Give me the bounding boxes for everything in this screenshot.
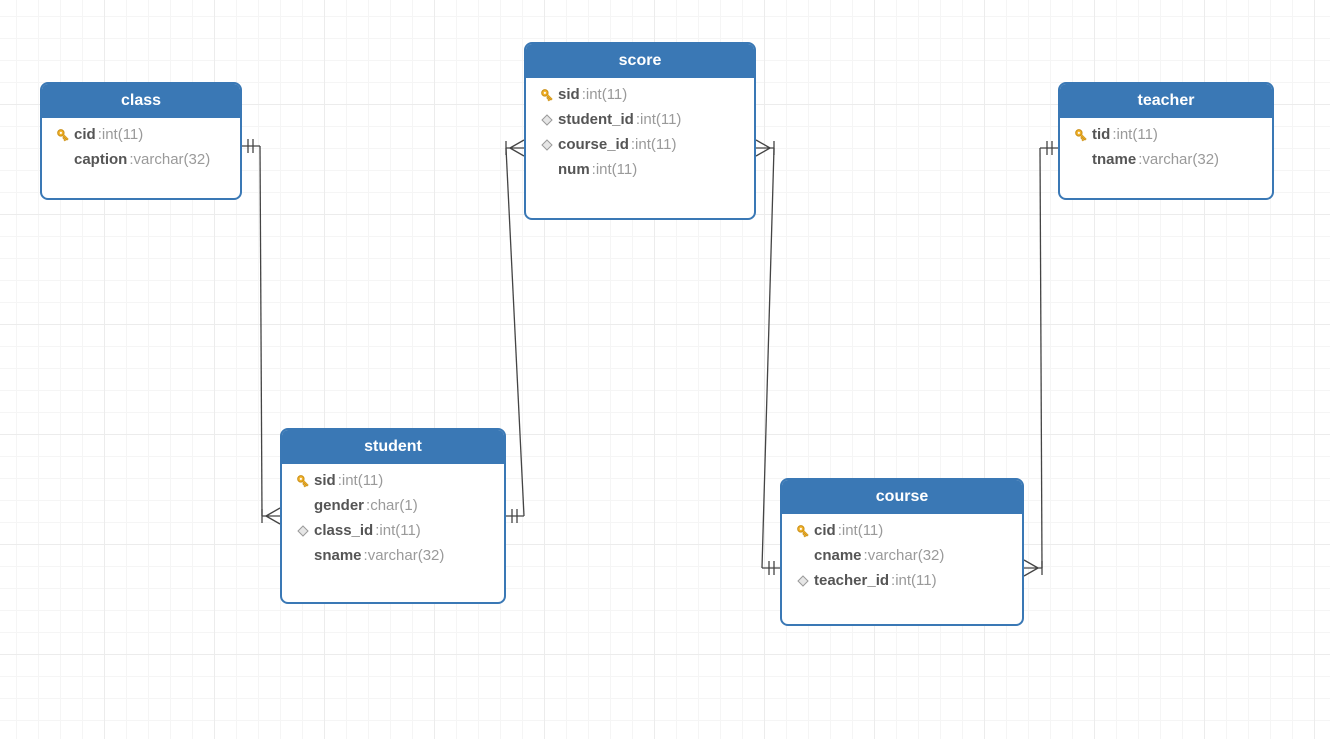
column-type: int(11) bbox=[586, 86, 627, 103]
column-type: int(11) bbox=[596, 161, 637, 178]
column-type: int(11) bbox=[342, 472, 383, 489]
column-type: varchar(32) bbox=[134, 151, 211, 168]
entity-score[interactable]: score sid: int(11) student_id: int(11) c… bbox=[524, 42, 756, 220]
column-type: int(11) bbox=[379, 522, 420, 539]
entity-score-field-sid[interactable]: sid: int(11) bbox=[526, 82, 754, 107]
entity-teacher-fields: tid: int(11)tname: varchar(32) bbox=[1060, 118, 1272, 180]
entity-class-field-cid[interactable]: cid: int(11) bbox=[42, 122, 240, 147]
column-name: tid bbox=[1092, 126, 1110, 143]
column-type: char(1) bbox=[370, 497, 418, 514]
entity-teacher[interactable]: teacher tid: int(11)tname: varchar(32) bbox=[1058, 82, 1274, 200]
entity-student-field-sname[interactable]: sname: varchar(32) bbox=[282, 543, 504, 568]
column-name: cid bbox=[814, 522, 836, 539]
entity-student-fields: sid: int(11)gender: char(1) class_id: in… bbox=[282, 464, 504, 576]
column-name: tname bbox=[1092, 151, 1136, 168]
foreign-key-icon bbox=[292, 525, 314, 537]
column-type: varchar(32) bbox=[1142, 151, 1219, 168]
foreign-key-icon bbox=[536, 114, 558, 126]
entity-teacher-header[interactable]: teacher bbox=[1060, 84, 1272, 118]
column-name: gender bbox=[314, 497, 364, 514]
column-name: class_id bbox=[314, 522, 373, 539]
primary-key-icon bbox=[792, 523, 814, 539]
entity-course-field-cname[interactable]: cname: varchar(32) bbox=[782, 543, 1022, 568]
entity-course-header[interactable]: course bbox=[782, 480, 1022, 514]
column-name: course_id bbox=[558, 136, 629, 153]
entity-teacher-field-tid[interactable]: tid: int(11) bbox=[1060, 122, 1272, 147]
column-name: sname bbox=[314, 547, 362, 564]
foreign-key-icon bbox=[536, 139, 558, 151]
foreign-key-icon bbox=[792, 575, 814, 587]
entity-score-header[interactable]: score bbox=[526, 44, 754, 78]
column-name: cid bbox=[74, 126, 96, 143]
entity-course[interactable]: course cid: int(11)cname: varchar(32) te… bbox=[780, 478, 1024, 626]
primary-key-icon bbox=[52, 127, 74, 143]
entity-student-field-gender[interactable]: gender: char(1) bbox=[282, 493, 504, 518]
primary-key-icon bbox=[536, 87, 558, 103]
column-type: int(11) bbox=[842, 522, 883, 539]
entity-score-field-student_id[interactable]: student_id: int(11) bbox=[526, 107, 754, 132]
entity-score-fields: sid: int(11) student_id: int(11) course_… bbox=[526, 78, 754, 190]
column-name: sid bbox=[558, 86, 580, 103]
entity-course-field-teacher_id[interactable]: teacher_id: int(11) bbox=[782, 568, 1022, 593]
entity-student-header[interactable]: student bbox=[282, 430, 504, 464]
entity-course-fields: cid: int(11)cname: varchar(32) teacher_i… bbox=[782, 514, 1022, 601]
primary-key-icon bbox=[292, 473, 314, 489]
column-type: int(11) bbox=[635, 136, 676, 153]
entity-score-field-num[interactable]: num: int(11) bbox=[526, 157, 754, 182]
entity-class-header[interactable]: class bbox=[42, 84, 240, 118]
column-name: num bbox=[558, 161, 590, 178]
column-type: varchar(32) bbox=[868, 547, 945, 564]
entity-class-fields: cid: int(11)caption: varchar(32) bbox=[42, 118, 240, 180]
entity-score-field-course_id[interactable]: course_id: int(11) bbox=[526, 132, 754, 157]
entity-student-field-class_id[interactable]: class_id: int(11) bbox=[282, 518, 504, 543]
entity-course-field-cid[interactable]: cid: int(11) bbox=[782, 518, 1022, 543]
column-type: int(11) bbox=[102, 126, 143, 143]
column-name: sid bbox=[314, 472, 336, 489]
column-name: caption bbox=[74, 151, 127, 168]
entity-student[interactable]: student sid: int(11)gender: char(1) clas… bbox=[280, 428, 506, 604]
column-name: teacher_id bbox=[814, 572, 889, 589]
entity-student-field-sid[interactable]: sid: int(11) bbox=[282, 468, 504, 493]
entity-teacher-field-tname[interactable]: tname: varchar(32) bbox=[1060, 147, 1272, 172]
primary-key-icon bbox=[1070, 127, 1092, 143]
column-type: int(11) bbox=[895, 572, 936, 589]
entity-class[interactable]: class cid: int(11)caption: varchar(32) bbox=[40, 82, 242, 200]
column-type: int(11) bbox=[640, 111, 681, 128]
entity-class-field-caption[interactable]: caption: varchar(32) bbox=[42, 147, 240, 172]
column-type: varchar(32) bbox=[368, 547, 445, 564]
column-name: student_id bbox=[558, 111, 634, 128]
column-type: int(11) bbox=[1117, 126, 1158, 143]
column-name: cname bbox=[814, 547, 862, 564]
